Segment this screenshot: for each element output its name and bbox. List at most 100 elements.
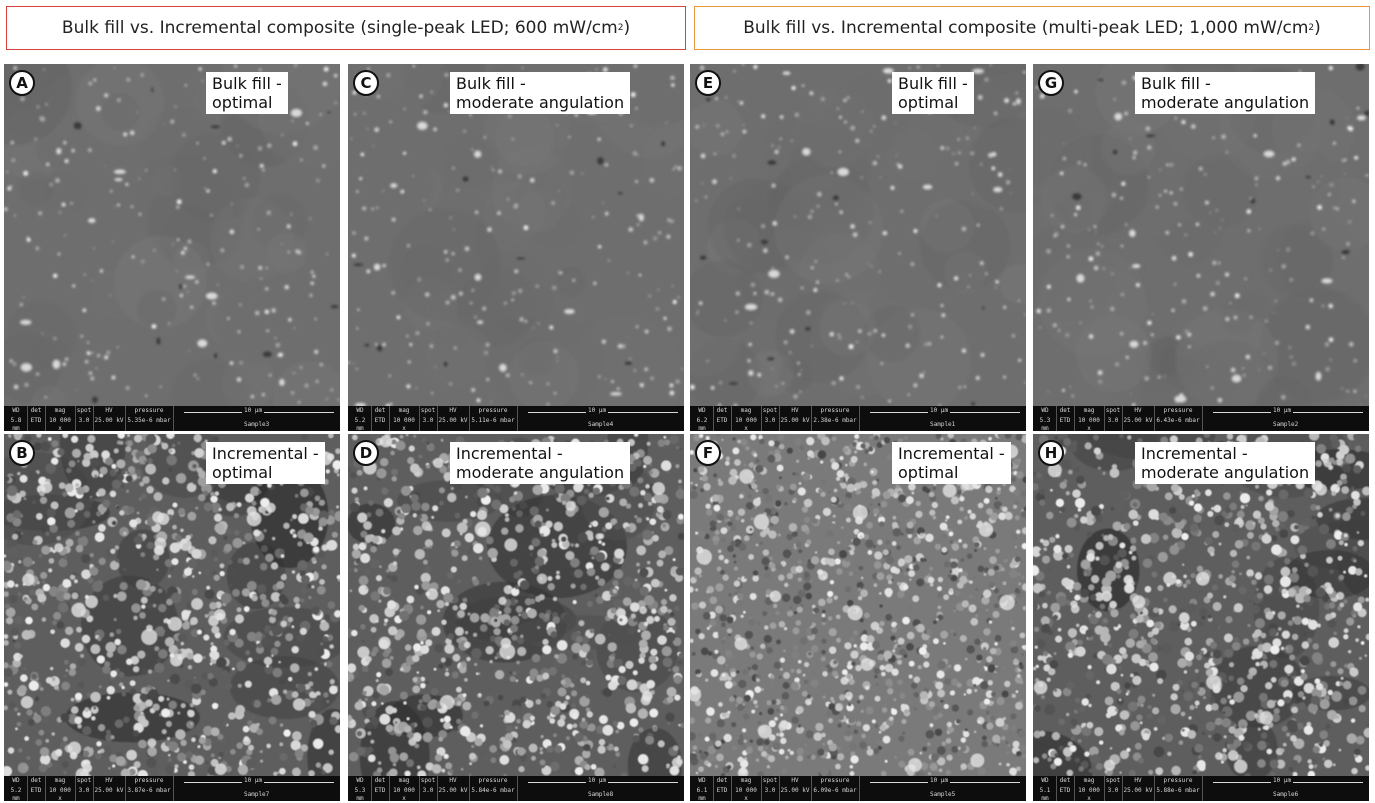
scale-bar-label: 10 µm [928,777,951,785]
databar-pressure-value: 2.38e-6 mbar [813,417,857,424]
sem-micrograph [4,434,340,776]
databar-pressure: pressure 5.35e-6 mbar [126,407,172,425]
databar-det: det ETD [372,777,388,795]
databar-wd-value: 5.1 mm [1039,787,1051,801]
databar-pressure-label: pressure [820,777,850,784]
databar-hv-value: 25.00 kV [1123,417,1153,424]
databar-spot: spot 3.0 [762,777,778,795]
databar-det: det ETD [1057,407,1073,425]
databar-spot-value: 3.0 [1107,787,1119,794]
scale-bar-label: 10 µm [586,777,609,785]
databar-mag: mag 10 000 x [46,407,74,431]
databar-wd: WD 6.2 mm [692,407,712,431]
sem-micrograph [690,64,1026,406]
panel-caption: Bulk fill - optimal [892,72,974,114]
databar-mag: mag 10 000 x [46,777,74,801]
scale-bar-label: 10 µm [1271,777,1294,785]
databar-spot: spot 3.0 [420,777,436,795]
databar-det: det ETD [714,777,730,795]
databar-det-value: ETD [374,787,386,794]
databar-hv-value: 25.00 kV [1123,787,1153,794]
databar-spot: spot 3.0 [420,407,436,425]
header-text: Bulk fill vs. Incremental composite (sin… [61,18,618,38]
scale-bar-label: 10 µm [242,777,265,785]
databar-pressure-label: pressure [478,777,508,784]
panel-caption: Bulk fill - moderate angulation [1135,72,1316,114]
databar-pressure: pressure 5.11e-6 mbar [470,407,516,425]
databar-spot-label: spot [1105,407,1121,414]
databar-hv-label: HV [791,407,799,414]
databar-pressure: pressure 6.09e-6 mbar [812,777,858,795]
databar-pressure-label: pressure [134,407,164,414]
databar-wd-label: WD [356,777,364,784]
panel-letter: D [353,440,379,466]
databar-wd-label: WD [1041,777,1049,784]
databar-wd-label: WD [356,407,364,414]
databar-hv-value: 25.00 kV [94,417,124,424]
databar-wd-value: 5.3 mm [354,787,366,801]
databar-det: det ETD [28,407,44,425]
group-header-single-peak: Bulk fill vs. Incremental composite (sin… [6,6,686,50]
databar-mag-label: mag [740,407,752,414]
sem-panel-g: G Bulk fill - moderate angulation WD 5.3 … [1033,64,1369,431]
sem-databar: WD 6.1 mm det ETD mag 10 000 x spot 3.0 HV 25… [690,776,1026,801]
databar-spot-label: spot [76,777,92,784]
databar-hv-value: 25.00 kV [780,417,810,424]
sample-id: Sample3 [244,421,270,428]
databar-pressure: pressure 5.88e-6 mbar [1155,777,1201,795]
databar-mag: mag 10 000 x [732,777,760,801]
databar-spot-label: spot [420,407,436,414]
header-superscript: 2 [1308,23,1315,33]
databar-mag-label: mag [1083,777,1095,784]
databar-spot: spot 3.0 [1105,407,1121,425]
databar-det-label: det [374,777,386,784]
databar-hv: HV 25.00 kV [438,407,468,425]
databar-wd-value: 6.1 mm [696,787,708,801]
databar-mag-value: 10 000 x [1078,417,1100,431]
databar-pressure-value: 5.88e-6 mbar [1156,787,1200,794]
databar-spot: spot 3.0 [76,407,92,425]
sem-micrograph [348,434,684,776]
databar-spot-label: spot [76,407,92,414]
databar-wd-label: WD [1041,407,1049,414]
panel-caption: Incremental - moderate angulation [1135,442,1316,484]
scale-bar-label: 10 µm [586,407,609,415]
sem-panel-f: F Incremental - optimal WD 6.1 mm det ETD … [690,434,1026,801]
header-superscript: 2 [617,23,624,33]
sample-id: Sample2 [1273,421,1299,428]
databar-spot-label: spot [762,407,778,414]
sem-micrograph [348,64,684,406]
sem-panel-c: C Bulk fill - moderate angulation WD 5.2 … [348,64,684,431]
panel-caption: Incremental - optimal [892,442,1011,484]
databar-hv-label: HV [791,777,799,784]
panel-letter: E [695,70,721,96]
panel-caption: Incremental - optimal [206,442,325,484]
databar-mag: mag 10 000 x [1075,777,1103,801]
databar-mag-label: mag [54,407,66,414]
databar-hv: HV 25.00 kV [780,777,810,795]
panel-letter: H [1038,440,1064,466]
databar-det: det ETD [372,407,388,425]
databar-spot-value: 3.0 [78,787,90,794]
databar-pressure-value: 5.84e-6 mbar [471,787,515,794]
sem-databar: WD 5.1 mm det ETD mag 10 000 x spot 3.0 HV 25… [1033,776,1369,801]
databar-wd-label: WD [12,407,20,414]
databar-hv-label: HV [105,407,113,414]
databar-det-label: det [30,777,42,784]
databar-mag-value: 10 000 x [1078,787,1100,801]
sem-panel-d: D Incremental - moderate angulation WD 5.… [348,434,684,801]
databar-det-label: det [716,407,728,414]
databar-wd: WD 5.8 mm [6,407,26,431]
panel-letter: G [1038,70,1064,96]
sem-databar: WD 5.2 mm det ETD mag 10 000 x spot 3.0 HV 25… [4,776,340,801]
databar-mag-value: 10 000 x [49,417,71,431]
sample-id: Sample5 [930,791,956,798]
databar-pressure-value: 6.43e-6 mbar [1156,417,1200,424]
databar-mag: mag 10 000 x [1075,407,1103,431]
databar-mag-value: 10 000 x [393,787,415,801]
group-header-multi-peak: Bulk fill vs. Incremental composite (mul… [694,6,1370,50]
panel-letter: B [9,440,35,466]
databar-hv: HV 25.00 kV [1123,777,1153,795]
databar-mag-value: 10 000 x [49,787,71,801]
sem-databar: WD 5.2 mm det ETD mag 10 000 x spot 3.0 HV 25… [348,406,684,431]
